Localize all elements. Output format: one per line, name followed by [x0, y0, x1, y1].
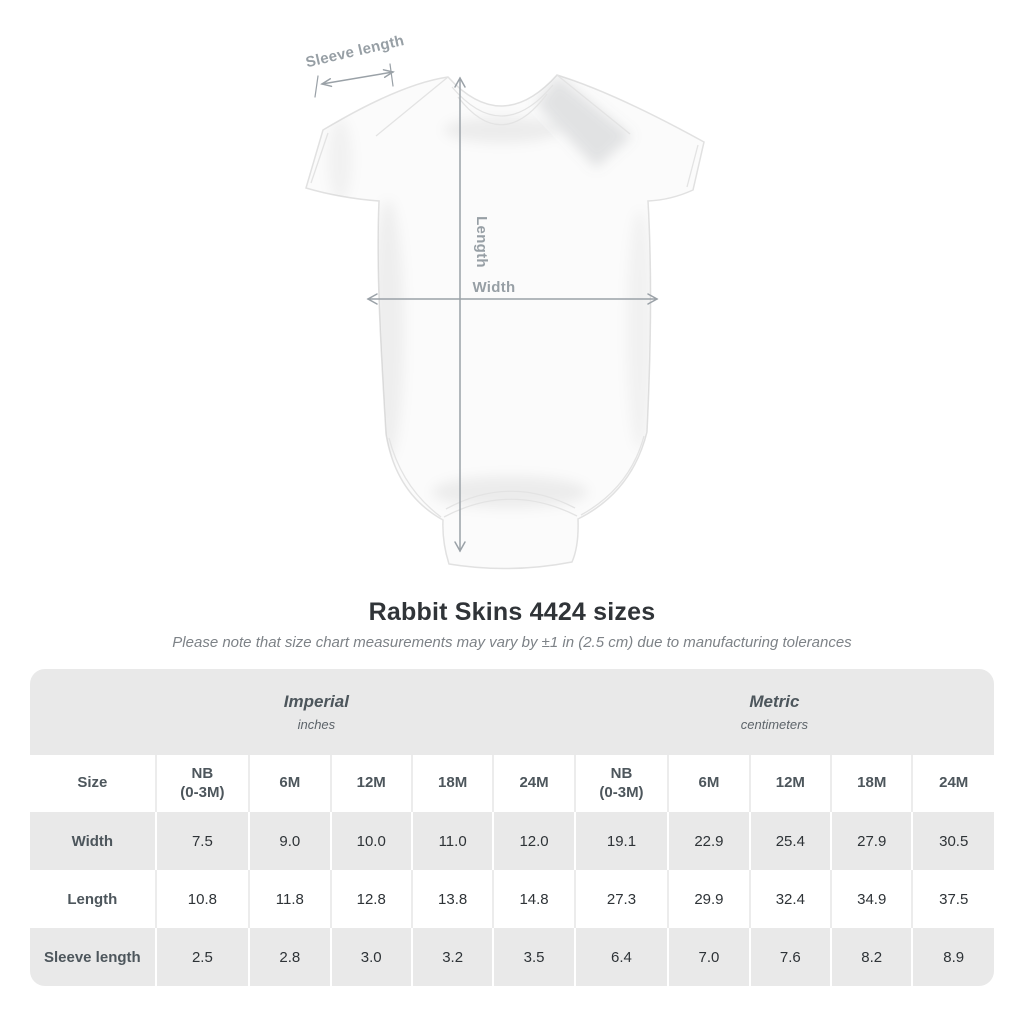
size-col-header: Size [77, 774, 108, 792]
col-header-24m-imperial: 24M [492, 755, 575, 812]
width-label: Width [472, 279, 515, 296]
size-header-row: Size NB (0-3M) 6M 12M 18M 24M NB (0-3M) 6M… [30, 755, 994, 812]
col-header-6m-imperial: 6M [248, 755, 331, 812]
unit-group-metric: Metric centimeters [574, 669, 994, 755]
cell: 3.0 [329, 928, 412, 986]
cell: 10.8 [154, 870, 250, 928]
imperial-label: Imperial [283, 692, 349, 711]
col-header-18m-imperial: 18M [410, 755, 494, 812]
col-header-6m-metric: 6M [667, 755, 750, 812]
cell: 19.1 [573, 812, 669, 870]
cell: 10.0 [329, 812, 412, 870]
table-row-sleeve-length: Sleeve length 2.5 2.8 3.0 3.2 3.5 6.4 7.… [30, 928, 994, 986]
col-header-24m-metric: 24M [911, 755, 994, 812]
col-header-12m-metric: 12M [748, 755, 832, 812]
cell: 2.8 [248, 928, 331, 986]
cell: 7.6 [748, 928, 832, 986]
cell: 34.9 [830, 870, 913, 928]
cell: 8.9 [911, 928, 994, 986]
unit-group-imperial: Imperial inches [30, 669, 575, 755]
table-row-length: Length 10.8 11.8 12.8 13.8 14.8 27.3 29.… [30, 870, 994, 928]
col-header-nb-metric: NB (0-3M) [573, 755, 669, 812]
cell: 3.2 [410, 928, 494, 986]
sleeve-length-arrow [314, 63, 395, 98]
col-header-nb-imperial: NB (0-3M) [154, 755, 250, 812]
onesie-illustration [305, 74, 705, 570]
length-label: Length [473, 216, 490, 268]
cell: 32.4 [748, 870, 832, 928]
width-arrow [366, 293, 659, 305]
cell: 7.0 [667, 928, 750, 986]
cell: 3.5 [492, 928, 575, 986]
unit-group-row: Imperial inches Metric centimeters [30, 669, 994, 755]
cell: 13.8 [410, 870, 494, 928]
row-label-width: Width [71, 832, 114, 850]
page-title: Rabbit Skins 4424 sizes [368, 598, 656, 626]
size-table: Imperial inches Metric centimeters Size … [30, 669, 994, 986]
cell: 11.8 [248, 870, 331, 928]
cell: 12.0 [492, 812, 575, 870]
onesie-measurement-diagram: Sleeve length Length Width [304, 32, 705, 570]
cell: 37.5 [911, 870, 994, 928]
cell: 30.5 [911, 812, 994, 870]
row-label-sleeve-length: Sleeve length [43, 948, 141, 966]
cell: 12.8 [329, 870, 412, 928]
col-header-18m-metric: 18M [830, 755, 913, 812]
cell: 7.5 [154, 812, 250, 870]
metric-unit-label: centimeters [740, 717, 808, 732]
size-chart-section: Rabbit Skins 4424 sizes Please note that… [0, 598, 1024, 986]
length-arrow [454, 76, 466, 553]
cell: 25.4 [748, 812, 832, 870]
cell: 29.9 [667, 870, 750, 928]
cell: 9.0 [248, 812, 331, 870]
cell: 22.9 [667, 812, 750, 870]
row-label-length: Length [67, 890, 118, 908]
col-header-12m-imperial: 12M [329, 755, 412, 812]
metric-label: Metric [749, 692, 800, 711]
cell: 27.9 [830, 812, 913, 870]
cell: 27.3 [573, 870, 669, 928]
cell: 11.0 [410, 812, 494, 870]
cell: 2.5 [154, 928, 250, 986]
cell: 14.8 [492, 870, 575, 928]
imperial-unit-label: inches [297, 717, 336, 732]
tolerance-note: Please note that size chart measurements… [172, 634, 852, 651]
cell: 6.4 [573, 928, 669, 986]
table-row-width: Width 7.5 9.0 10.0 11.0 12.0 19.1 22.9 2… [30, 812, 994, 870]
cell: 8.2 [830, 928, 913, 986]
